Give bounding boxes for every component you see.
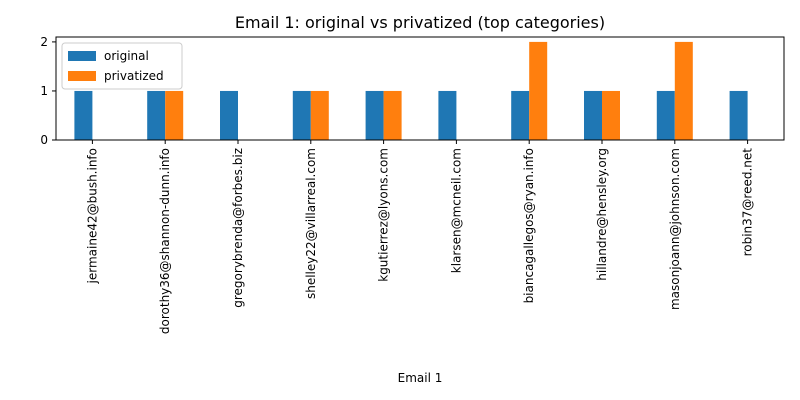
x-tick-label-6: biancagallegos@ryan.info <box>522 148 536 303</box>
legend-label-original: original <box>104 49 149 63</box>
bar-original-0 <box>74 90 93 140</box>
x-tick-label-8: masonjoann@johnson.com <box>668 148 682 310</box>
x-tick-label-4: kgutierrez@lyons.com <box>377 148 391 282</box>
bar-privatized-3 <box>310 90 329 140</box>
x-axis-label: Email 1 <box>398 371 443 385</box>
bar-privatized-1 <box>165 90 184 140</box>
y-tick-label-0: 0 <box>40 133 48 147</box>
y-tick-label-1: 1 <box>40 84 48 98</box>
bar-privatized-7 <box>602 90 620 140</box>
chart-title: Email 1: original vs privatized (top cat… <box>235 13 605 32</box>
bar-original-7 <box>584 90 602 140</box>
x-tick-label-7: hillandre@hensley.org <box>595 148 609 281</box>
y-tick-label-2: 2 <box>40 35 48 49</box>
legend-swatch-original <box>68 51 96 61</box>
legend-swatch-privatized <box>68 71 96 81</box>
plot-area: 0 1 2 jermaine42@bush.info dorothy36@shannon… <box>40 35 785 334</box>
x-tick-label-1: dorothy36@shannon-dunn.info <box>158 148 172 334</box>
bar-original-6 <box>511 90 530 140</box>
x-tick-label-5: klarsen@mcneil.com <box>449 148 463 273</box>
bar-original-4 <box>365 90 384 140</box>
plot-frame <box>55 36 785 141</box>
x-tick-label-3: shelley22@villarreal.com <box>304 148 318 299</box>
x-tick-label-0: jermaine42@bush.info <box>85 148 99 284</box>
bar-original-8 <box>656 90 675 140</box>
bar-original-9 <box>729 90 748 140</box>
bar-original-1 <box>147 90 166 140</box>
x-tick-label-9: robin37@reed.net <box>741 148 755 257</box>
bar-original-5 <box>438 90 457 140</box>
bar-privatized-4 <box>383 90 402 140</box>
bar-privatized-6 <box>529 41 548 140</box>
x-tick-label-2: gregorybrenda@forbes.biz <box>231 148 245 308</box>
bar-original-3 <box>292 90 311 140</box>
bar-original-2 <box>220 90 238 140</box>
bar-privatized-8 <box>674 41 693 140</box>
legend-label-privatized: privatized <box>104 69 164 83</box>
